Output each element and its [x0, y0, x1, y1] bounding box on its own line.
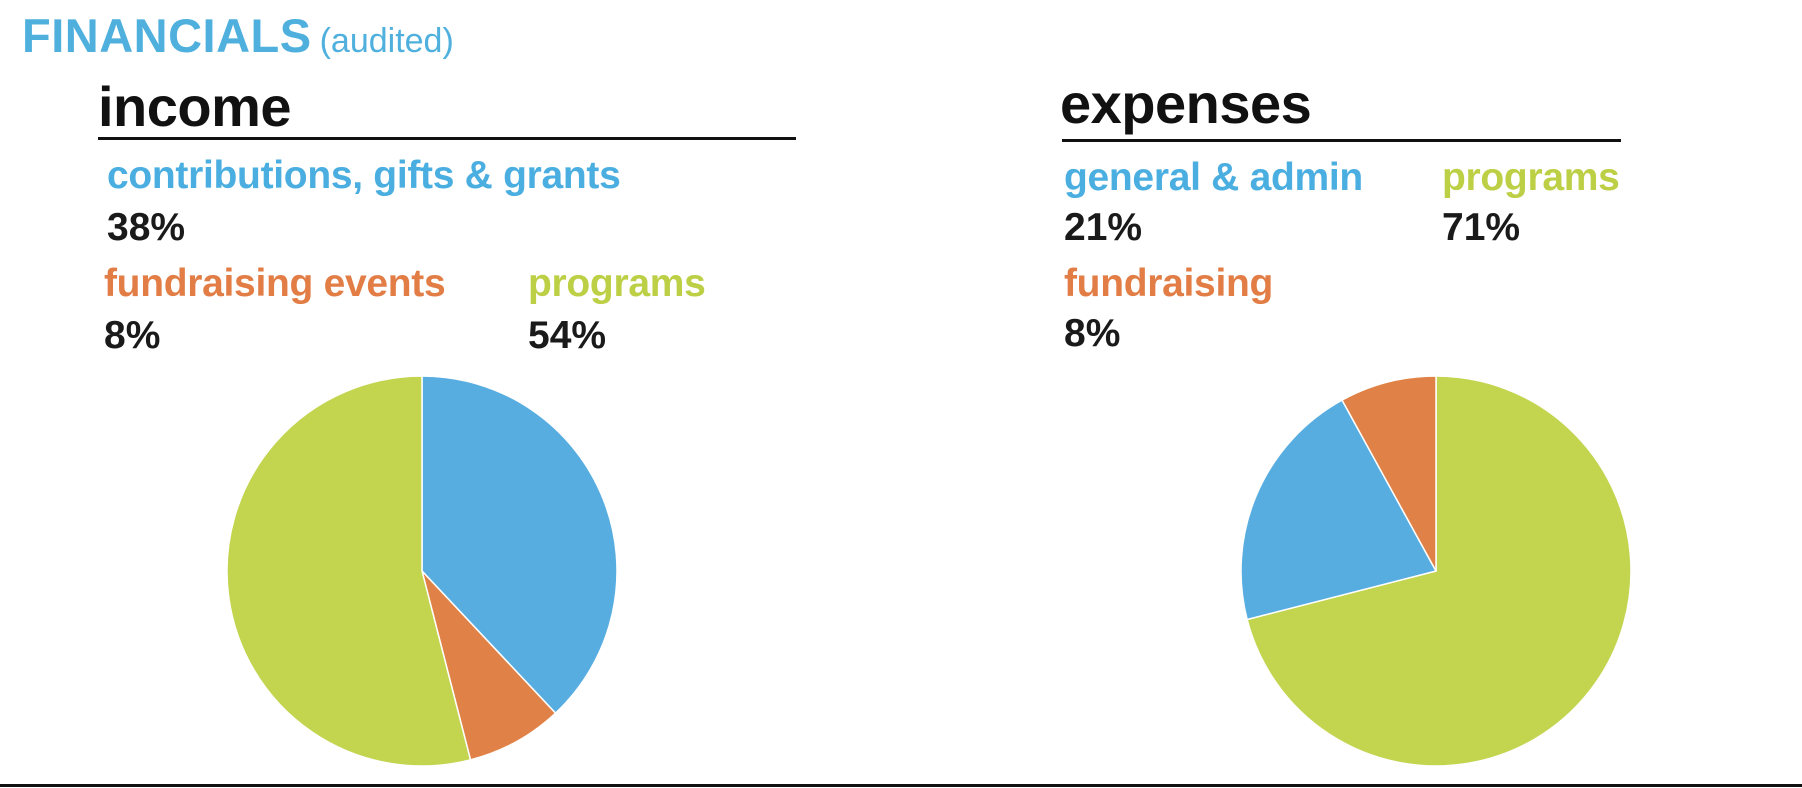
expenses-legend-value-fundraising: 8% — [1064, 312, 1121, 355]
heading-title: FINANCIALS — [22, 9, 312, 62]
income-legend-label-contributions: contributions, gifts & grants — [107, 154, 621, 197]
income-legend-value-programs: 54% — [528, 314, 607, 357]
expenses-slice-general-admin — [1240, 399, 1438, 621]
heading-subtitle: (audited) — [319, 22, 454, 60]
expenses-pie-chart — [1240, 375, 1632, 767]
income-slice-fundraising-events — [421, 570, 557, 761]
expenses-legend-label-fundraising: fundraising — [1064, 262, 1274, 305]
expenses-legend-value-general-admin: 21% — [1064, 206, 1143, 249]
income-legend-label-programs: programs — [528, 262, 706, 305]
income-pie-chart — [226, 375, 618, 767]
income-slice-programs — [226, 375, 472, 767]
expenses-legend-label-general-admin: general & admin — [1064, 156, 1363, 199]
income-title: income — [98, 75, 292, 138]
expenses-legend-label-programs: programs — [1442, 156, 1620, 199]
expenses-title: expenses — [1060, 72, 1312, 135]
income-title-rule — [98, 137, 796, 140]
expenses-legend-value-programs: 71% — [1442, 206, 1521, 249]
bottom-rule — [0, 784, 1802, 787]
income-legend-value-fundraising-events: 8% — [104, 314, 161, 357]
expenses-slice-fundraising — [1341, 375, 1437, 572]
income-slice-contributions-gifts-grants — [421, 375, 618, 715]
page-heading: FINANCIALS (audited) — [22, 8, 454, 63]
income-legend-value-contributions: 38% — [107, 206, 186, 249]
expenses-slice-programs — [1246, 375, 1632, 767]
income-legend-label-fundraising-events: fundraising events — [104, 262, 446, 305]
expenses-title-rule — [1062, 139, 1621, 142]
